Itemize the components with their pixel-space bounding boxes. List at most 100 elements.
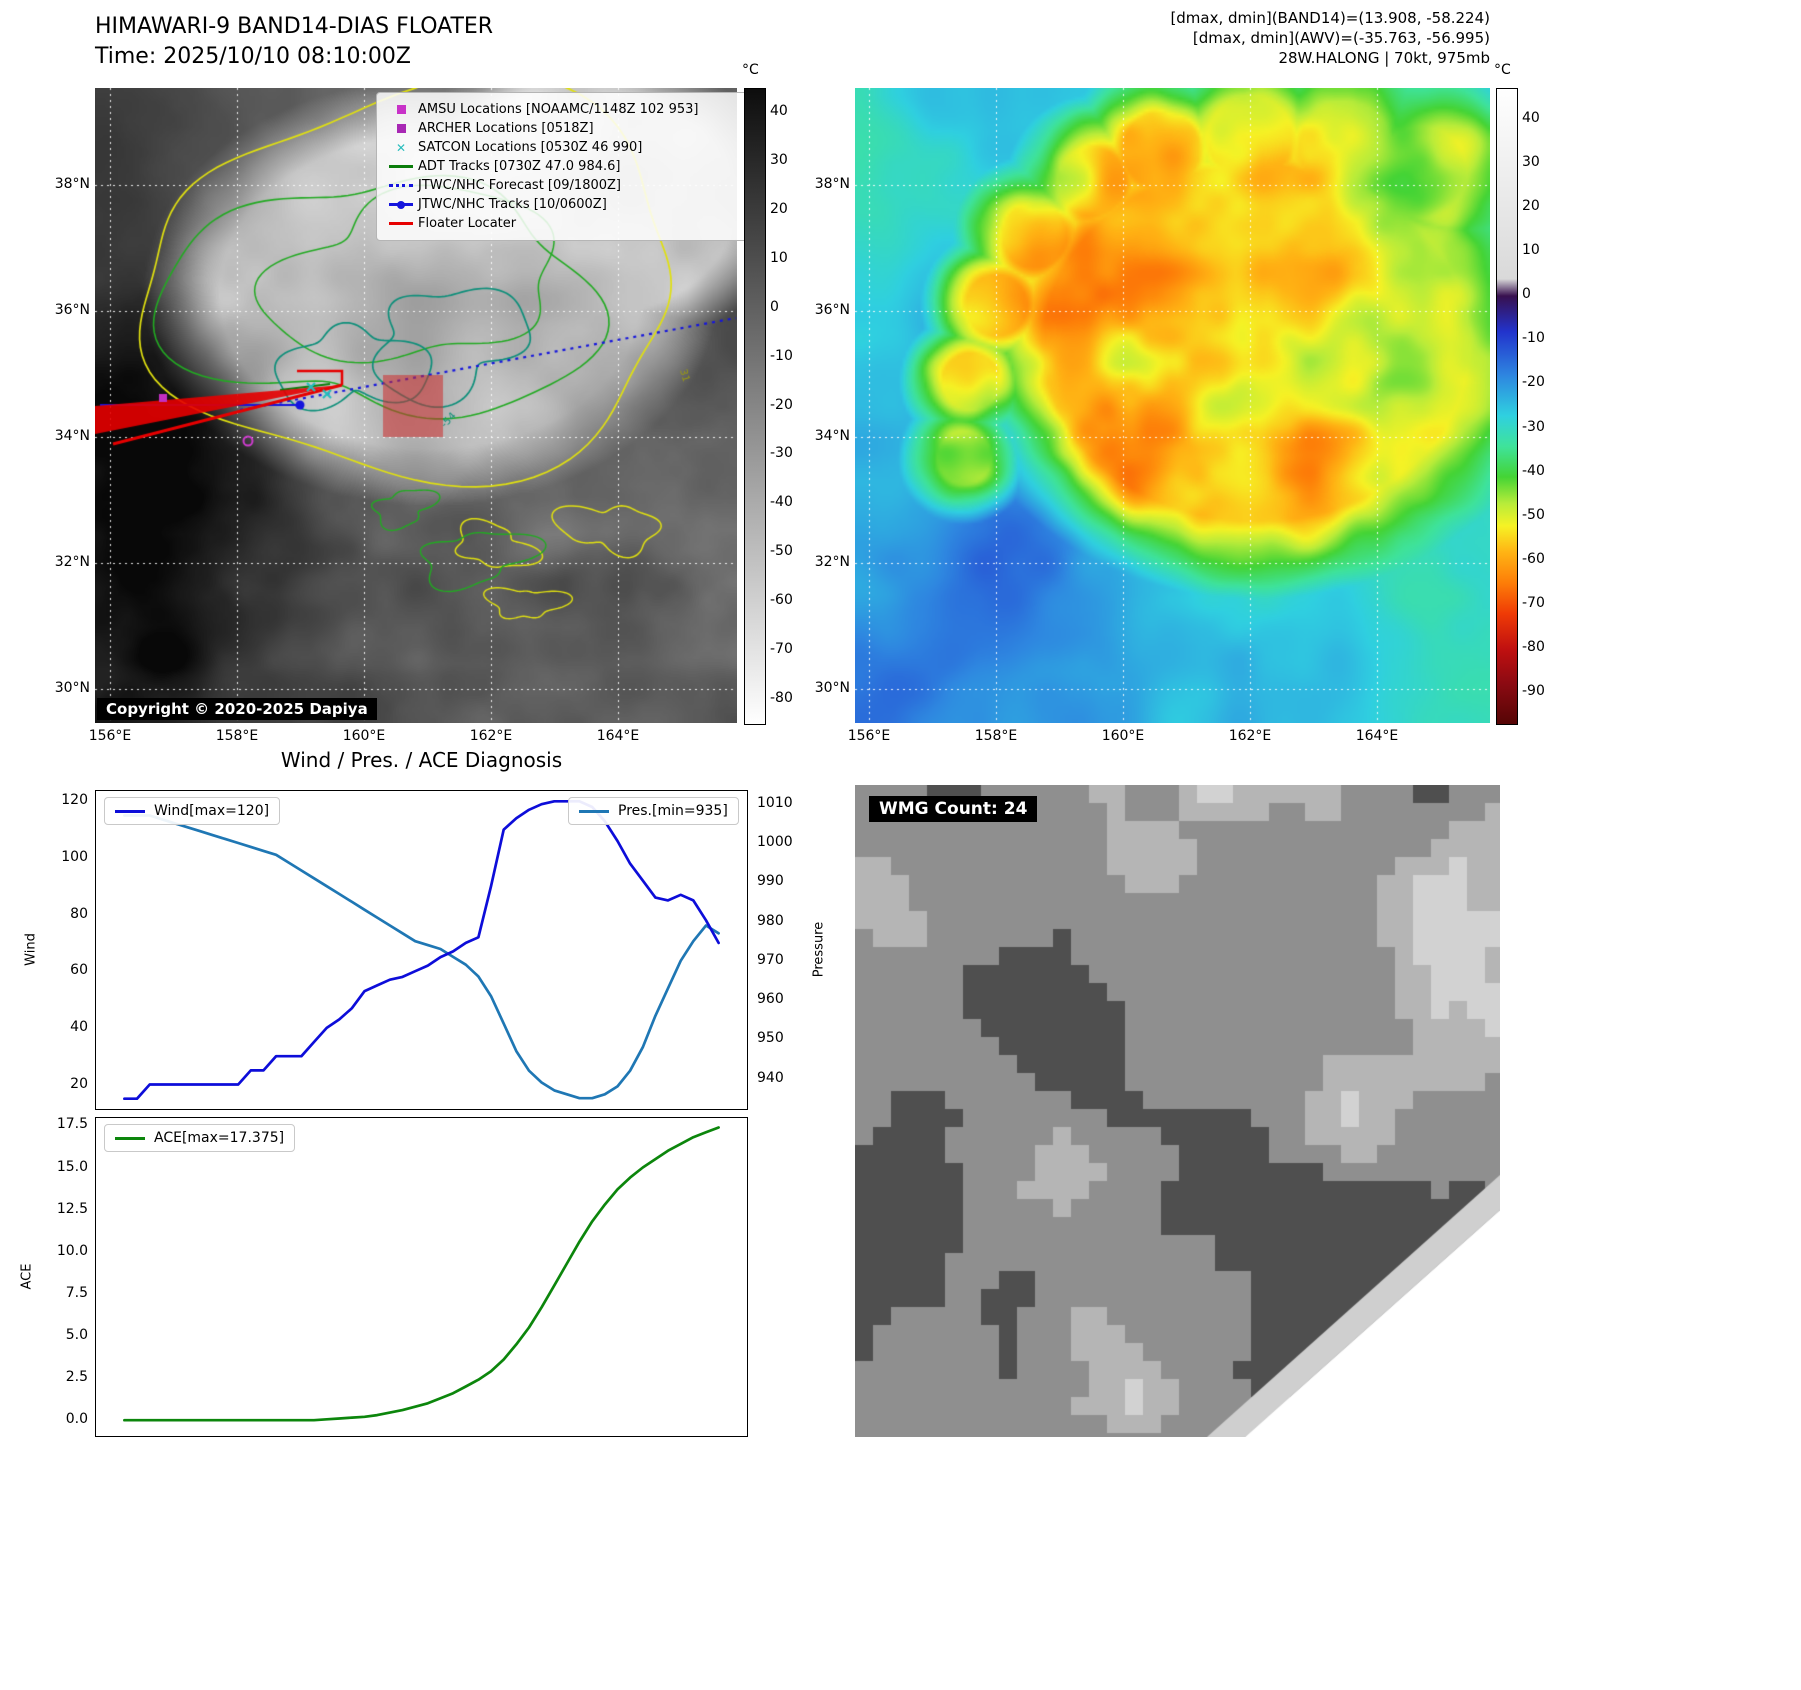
legend-item-label: ADT Tracks [0730Z 47.0 984.6] bbox=[418, 159, 621, 174]
pressure-tick: 1010 bbox=[757, 794, 793, 811]
pressure-tick: 960 bbox=[757, 991, 784, 1008]
awv-colorbar-unit: °C bbox=[1494, 62, 1511, 78]
colorbar-tick: -30 bbox=[1522, 418, 1545, 435]
colorbar-tick: -70 bbox=[770, 640, 793, 657]
ace-tick: 2.5 bbox=[65, 1369, 88, 1386]
lat-tick: 36°N bbox=[54, 302, 90, 318]
wind-tick: 120 bbox=[61, 792, 88, 809]
ace-legend-label: ACE[max=17.375] bbox=[154, 1130, 285, 1146]
ace-tick: 15.0 bbox=[56, 1158, 88, 1175]
lat-tick: 38°N bbox=[54, 176, 90, 192]
pressure-tick: 990 bbox=[757, 873, 784, 890]
wmg-count-label: WMG Count: 24 bbox=[869, 796, 1038, 822]
band14-subtitle: Time: 2025/10/10 08:10:00Z bbox=[95, 44, 411, 69]
pressure-tick: 1000 bbox=[757, 834, 793, 850]
line-dot-marker-icon bbox=[386, 200, 416, 209]
lon-tick: 156°E bbox=[847, 728, 891, 744]
colorbar-tick: 20 bbox=[1522, 198, 1540, 215]
lat-tick: 30°N bbox=[54, 680, 90, 696]
lat-tick: 32°N bbox=[54, 554, 90, 570]
colorbar-tick: -20 bbox=[1522, 374, 1545, 391]
diagnosis-title: Wind / Pres. / ACE Diagnosis bbox=[280, 748, 563, 772]
lat-tick: 30°N bbox=[814, 680, 850, 696]
ace-tick: 0.0 bbox=[65, 1411, 88, 1428]
wind-legend: Wind[max=120] bbox=[104, 797, 281, 825]
colorbar-tick: -20 bbox=[770, 396, 793, 413]
pressure-line-sample bbox=[579, 809, 609, 813]
annotation-band14-range: [dmax, dmin](BAND14)=(13.908, -58.224) bbox=[1170, 9, 1490, 27]
colorbar-tick: -80 bbox=[1522, 639, 1545, 656]
annotation-storm-info: 28W.HALONG | 70kt, 975mb bbox=[1278, 49, 1490, 67]
ace-tick: 12.5 bbox=[56, 1200, 88, 1217]
pressure-legend-label: Pres.[min=935] bbox=[618, 803, 728, 819]
colorbar-tick: -30 bbox=[770, 445, 793, 462]
ACE[max=17.375]-line bbox=[123, 1126, 720, 1422]
colorbar-tick: -10 bbox=[1522, 330, 1545, 347]
band14-colorbar bbox=[744, 88, 766, 725]
colorbar-tick: 20 bbox=[770, 201, 788, 218]
legend-item-label: JTWC/NHC Tracks [10/0600Z] bbox=[418, 197, 607, 212]
pressure-tick: 940 bbox=[757, 1069, 784, 1086]
legend-item-label: SATCON Locations [0530Z 46 990] bbox=[418, 140, 643, 155]
colorbar-tick: -80 bbox=[770, 689, 793, 706]
colorbar-tick: -50 bbox=[1522, 506, 1545, 523]
lon-tick: 162°E bbox=[1228, 728, 1272, 744]
pressure-legend: Pres.[min=935] bbox=[568, 797, 739, 825]
colorbar-tick: 30 bbox=[1522, 153, 1540, 170]
lon-tick: 162°E bbox=[469, 728, 513, 744]
legend-item-label: ARCHER Locations [0518Z] bbox=[418, 121, 594, 136]
wind-tick: 20 bbox=[70, 1075, 88, 1092]
colorbar-tick: -70 bbox=[1522, 594, 1545, 611]
pressure-tick: 950 bbox=[757, 1030, 784, 1047]
line-marker-icon bbox=[386, 222, 416, 225]
copyright-label: Copyright © 2020-2025 Dapiya bbox=[97, 698, 377, 720]
ace-chart bbox=[95, 1117, 748, 1437]
ace-line-sample bbox=[115, 1136, 145, 1140]
awv-satellite-image bbox=[855, 88, 1490, 723]
Wind[max=120]-line bbox=[123, 799, 720, 1101]
dotted-marker-icon bbox=[386, 184, 416, 187]
legend-item: Floater Locater bbox=[386, 214, 744, 233]
square-marker-icon bbox=[386, 124, 416, 133]
pressure-tick: 970 bbox=[757, 951, 784, 968]
pressure-axis-label: Pressure bbox=[811, 921, 827, 978]
legend-item: ADT Tracks [0730Z 47.0 984.6] bbox=[386, 157, 744, 176]
lat-tick: 34°N bbox=[814, 428, 850, 444]
ace-tick: 7.5 bbox=[65, 1284, 88, 1301]
lon-tick: 160°E bbox=[342, 728, 386, 744]
line-marker-icon bbox=[386, 165, 416, 168]
legend-item: AMSU Locations [NOAAMC/1148Z 102 953] bbox=[386, 100, 744, 119]
awv-annotations: [dmax, dmin](BAND14)=(13.908, -58.224) [… bbox=[1170, 8, 1490, 68]
wind-tick: 40 bbox=[70, 1018, 88, 1035]
lon-tick: 164°E bbox=[596, 728, 640, 744]
legend-item: ARCHER Locations [0518Z] bbox=[386, 119, 744, 138]
lon-tick: 158°E bbox=[215, 728, 259, 744]
colorbar-tick: 10 bbox=[770, 249, 788, 266]
legend-item-label: Floater Locater bbox=[418, 216, 517, 231]
lon-tick: 164°E bbox=[1355, 728, 1399, 744]
lat-tick: 38°N bbox=[814, 176, 850, 192]
chart-spines bbox=[95, 790, 748, 1110]
lon-tick: 160°E bbox=[1101, 728, 1145, 744]
ace-tick: 5.0 bbox=[65, 1326, 88, 1343]
colorbar-tick: -60 bbox=[1522, 550, 1545, 567]
colorbar-tick: 0 bbox=[770, 298, 779, 315]
legend-item: ✕ SATCON Locations [0530Z 46 990] bbox=[386, 138, 744, 157]
lat-tick: 32°N bbox=[814, 554, 850, 570]
wind-tick: 60 bbox=[70, 962, 88, 979]
lat-tick: 34°N bbox=[54, 428, 90, 444]
legend-item: JTWC/NHC Tracks [10/0600Z] bbox=[386, 195, 744, 214]
ace-tick: 10.0 bbox=[56, 1242, 88, 1259]
colorbar-tick: 40 bbox=[1522, 109, 1540, 126]
chart-spines bbox=[95, 1117, 748, 1437]
band14-title: HIMAWARI-9 BAND14-DIAS FLOATER bbox=[95, 14, 494, 39]
band14-colorbar-unit: °C bbox=[742, 62, 759, 78]
colorbar-tick: -40 bbox=[770, 494, 793, 511]
Pres.[min=935]-line bbox=[123, 814, 720, 1100]
awv-colorbar bbox=[1496, 88, 1518, 725]
x-marker-icon: ✕ bbox=[395, 140, 407, 155]
pressure-tick: 980 bbox=[757, 912, 784, 929]
wind-line-sample bbox=[115, 809, 145, 813]
lat-tick: 36°N bbox=[814, 302, 850, 318]
